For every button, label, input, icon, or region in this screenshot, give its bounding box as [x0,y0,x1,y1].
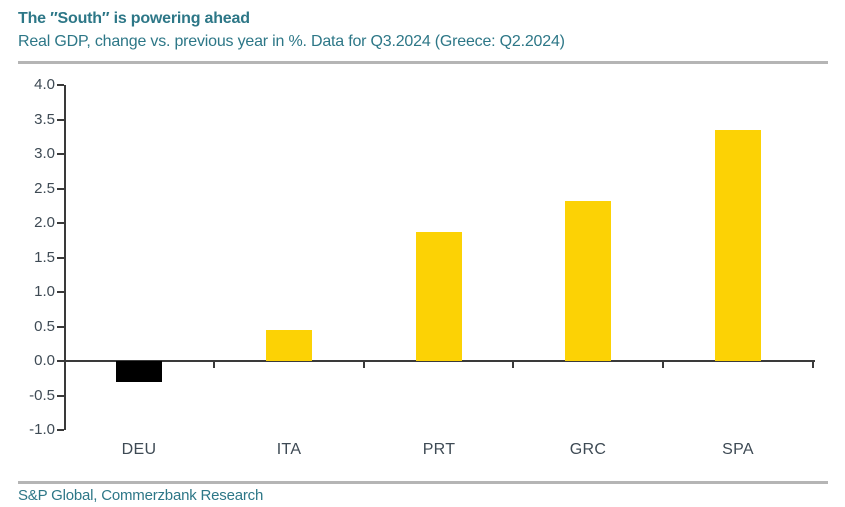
x-axis-tick [812,362,814,368]
bar-ita [266,330,312,361]
x-category-label: PRT [422,441,456,458]
y-axis-tick [57,429,64,431]
y-axis-line [64,85,66,430]
x-axis-tick [363,362,365,368]
bar-prt [416,232,462,361]
x-category-label: ITA [276,441,302,458]
chart-title: The ″South″ is powering ahead [18,10,250,27]
y-axis-tick-label: -0.5 [29,386,55,404]
bar-deu [116,361,162,382]
source-note: S&P Global, Commerzbank Research [18,487,264,504]
y-axis-tick-label: -1.0 [29,421,55,438]
header-divider [18,61,828,64]
y-axis-tick [57,256,64,259]
y-axis-tick [57,291,64,293]
x-category-label: SPA [722,441,754,458]
y-axis-tick-label: 1.0 [34,283,55,300]
chart-subtitle: Real GDP, change vs. previous year in %.… [18,33,565,50]
y-axis-tick [57,394,64,397]
y-axis-tick [57,222,64,224]
y-axis-tick-label: 0.5 [34,317,55,335]
x-axis-tick [512,362,514,368]
y-axis-tick [57,84,64,86]
x-axis-tick [213,362,215,368]
y-axis-tick-label: 4.0 [34,76,55,93]
y-axis-tick [57,153,64,155]
y-axis-tick [57,360,64,362]
x-category-label: DEU [121,441,157,458]
y-axis-tick-label: 2.0 [34,214,55,231]
y-axis-tick-label: 3.5 [34,110,55,128]
bar-spa [715,130,761,361]
y-axis-tick [57,118,64,121]
y-axis-tick-label: 2.5 [34,179,55,197]
y-axis-tick [57,325,64,328]
x-category-label: GRC [569,441,607,458]
y-axis-tick-label: 1.5 [34,248,55,266]
y-axis-tick-label: 3.0 [34,145,55,162]
x-axis-line [64,360,815,362]
y-axis-tick [57,187,64,190]
bar-grc [565,201,611,361]
footer-divider [18,481,828,484]
x-axis-tick [662,362,664,368]
y-axis-tick-label: 0.0 [34,352,55,369]
